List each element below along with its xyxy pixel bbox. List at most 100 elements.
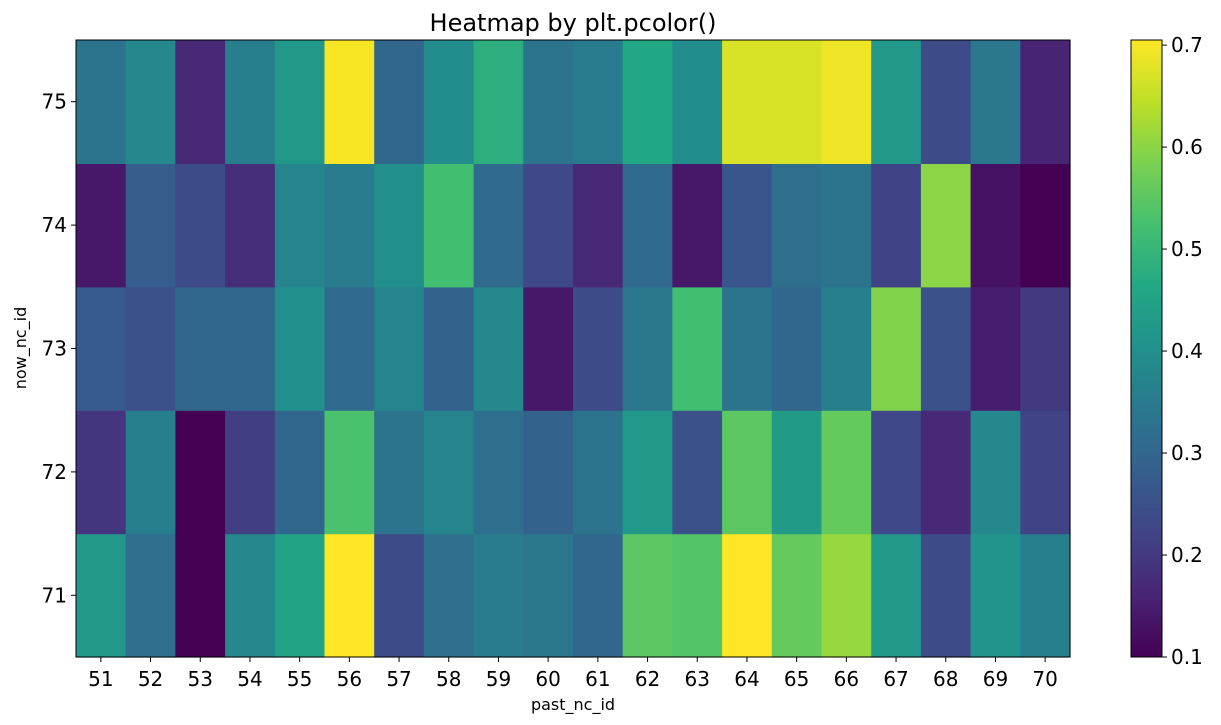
heatmap-cell xyxy=(473,40,524,164)
heatmap-cell xyxy=(622,163,673,288)
heatmap-cell xyxy=(622,40,673,164)
x-tick-label: 66 xyxy=(834,667,859,691)
heatmap-cell xyxy=(274,286,326,411)
heatmap-cell xyxy=(374,163,425,288)
y-axis-label: now_nc_id xyxy=(11,307,31,390)
x-tick-label: 68 xyxy=(933,667,958,691)
heatmap-cell xyxy=(473,533,524,658)
x-tick-label: 67 xyxy=(883,667,908,691)
heatmap-cell xyxy=(871,533,922,658)
heatmap-cell xyxy=(523,40,574,164)
x-tick-label: 57 xyxy=(386,667,411,691)
heatmap-cell xyxy=(374,286,425,411)
heatmap-cell xyxy=(722,410,773,535)
heatmap-cell xyxy=(920,163,972,288)
colorbar-tick-label: 0.6 xyxy=(1171,135,1203,159)
heatmap-cell xyxy=(920,410,972,535)
colorbar-ticks: 0.1 0.2 0.3 0.4 0.5 0.6 0.7 xyxy=(1162,33,1203,669)
heatmap-cell xyxy=(225,40,276,164)
heatmap-cell xyxy=(473,286,524,411)
y-tick-label: 73 xyxy=(42,337,67,361)
x-tick-label: 61 xyxy=(585,667,610,691)
heatmap-cell xyxy=(920,533,972,658)
heatmap-cell xyxy=(573,533,624,658)
heatmap-cell xyxy=(324,163,375,288)
heatmap-cell xyxy=(274,163,326,288)
heatmap-cell xyxy=(920,286,972,411)
heatmap-cell xyxy=(871,286,922,411)
heatmap-cell xyxy=(423,533,475,658)
heatmap-cell xyxy=(125,163,176,288)
heatmap-cell xyxy=(324,410,375,535)
x-tick-label: 54 xyxy=(237,667,262,691)
heatmap-cell xyxy=(821,410,872,535)
colorbar-tick-label: 0.7 xyxy=(1171,33,1203,57)
heatmap-cell xyxy=(722,533,773,658)
x-tick-label: 65 xyxy=(784,667,809,691)
colorbar xyxy=(1130,39,1163,658)
heatmap-cell xyxy=(622,533,673,658)
heatmap-cell xyxy=(821,163,872,288)
x-tick-label: 55 xyxy=(287,667,312,691)
heatmap-cell xyxy=(920,40,972,164)
y-tick-label: 74 xyxy=(42,213,67,237)
heatmap-cell xyxy=(473,163,524,288)
heatmap-cell xyxy=(523,410,574,535)
y-axis-ticks: 71 72 73 74 75 xyxy=(42,90,76,607)
heatmap-cell xyxy=(225,533,276,658)
x-tick-label: 63 xyxy=(685,667,710,691)
heatmap-cell xyxy=(76,286,127,411)
heatmap-cell xyxy=(672,286,723,411)
heatmap-cell xyxy=(573,286,624,411)
heatmap-cell xyxy=(1020,163,1071,288)
colorbar-tick-label: 0.3 xyxy=(1171,441,1203,465)
heatmap-cell xyxy=(523,286,574,411)
heatmap-cell xyxy=(374,40,425,164)
heatmap-cell xyxy=(970,286,1021,411)
x-tick-label: 64 xyxy=(734,667,759,691)
colorbar-tick-label: 0.1 xyxy=(1171,645,1203,669)
heatmap-cell xyxy=(722,286,773,411)
heatmap-cell xyxy=(324,533,375,658)
heatmap-cell xyxy=(672,163,723,288)
colorbar-tick-label: 0.2 xyxy=(1171,543,1203,567)
x-tick-label: 51 xyxy=(88,667,113,691)
x-tick-label: 52 xyxy=(138,667,163,691)
heatmap-cell xyxy=(1020,533,1071,658)
heatmap-cell xyxy=(622,410,673,535)
heatmap-cell xyxy=(76,533,127,658)
x-axis-label: past_nc_id xyxy=(531,695,615,715)
heatmap-cell xyxy=(175,410,226,535)
heatmap-cell xyxy=(225,410,276,535)
heatmap-cell xyxy=(324,40,375,164)
heatmap-cell xyxy=(523,163,574,288)
x-tick-label: 58 xyxy=(436,667,461,691)
heatmap-cell xyxy=(175,40,226,164)
colorbar-tick-label: 0.4 xyxy=(1171,339,1203,363)
colorbar-tick-label: 0.5 xyxy=(1171,237,1203,261)
heatmap-cell xyxy=(622,286,673,411)
heatmap-cell xyxy=(970,40,1021,164)
heatmap-cell xyxy=(821,533,872,658)
heatmap-cell xyxy=(573,410,624,535)
x-tick-label: 62 xyxy=(635,667,660,691)
x-axis-ticks: 51 52 53 54 55 56 57 58 59 60 61 62 63 64 65 66 67 68 69 70 xyxy=(88,657,1058,691)
heatmap-cell xyxy=(125,410,176,535)
heatmap-cell xyxy=(175,163,226,288)
heatmap-cell xyxy=(76,410,127,535)
heatmap-cell xyxy=(125,286,176,411)
heatmap-cell xyxy=(1020,286,1071,411)
heatmap-cells xyxy=(76,40,1071,658)
heatmap-cell xyxy=(423,410,475,535)
heatmap-cell xyxy=(423,286,475,411)
heatmap-cell xyxy=(771,163,823,288)
heatmap-cell xyxy=(374,533,425,658)
heatmap-cell xyxy=(821,286,872,411)
heatmap-cell xyxy=(274,533,326,658)
y-tick-label: 72 xyxy=(42,460,67,484)
x-tick-label: 69 xyxy=(983,667,1008,691)
heatmap-cell xyxy=(771,533,823,658)
x-tick-label: 60 xyxy=(535,667,560,691)
heatmap-cell xyxy=(871,40,922,164)
